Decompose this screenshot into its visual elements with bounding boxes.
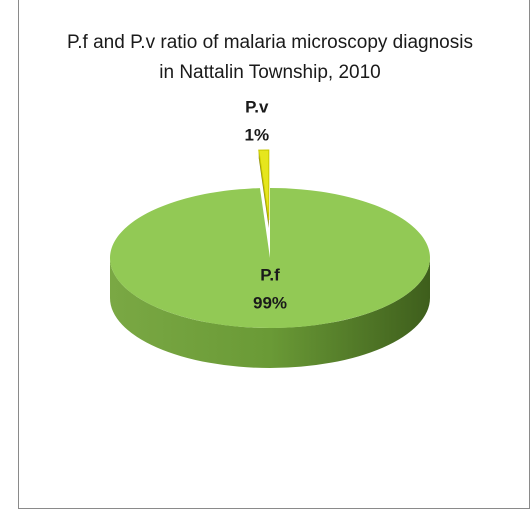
data-label-name: P.v xyxy=(245,98,269,117)
data-label-value: 99% xyxy=(253,293,287,312)
data-label-name: P.f xyxy=(260,265,280,284)
pie-side xyxy=(110,258,430,368)
chart-title: P.f and P.v ratio of malaria microscopy … xyxy=(67,32,473,83)
chart-frame xyxy=(18,0,530,509)
data-label-value: 1% xyxy=(245,126,270,145)
pie-slice xyxy=(109,188,430,328)
pie-slice xyxy=(258,149,270,221)
